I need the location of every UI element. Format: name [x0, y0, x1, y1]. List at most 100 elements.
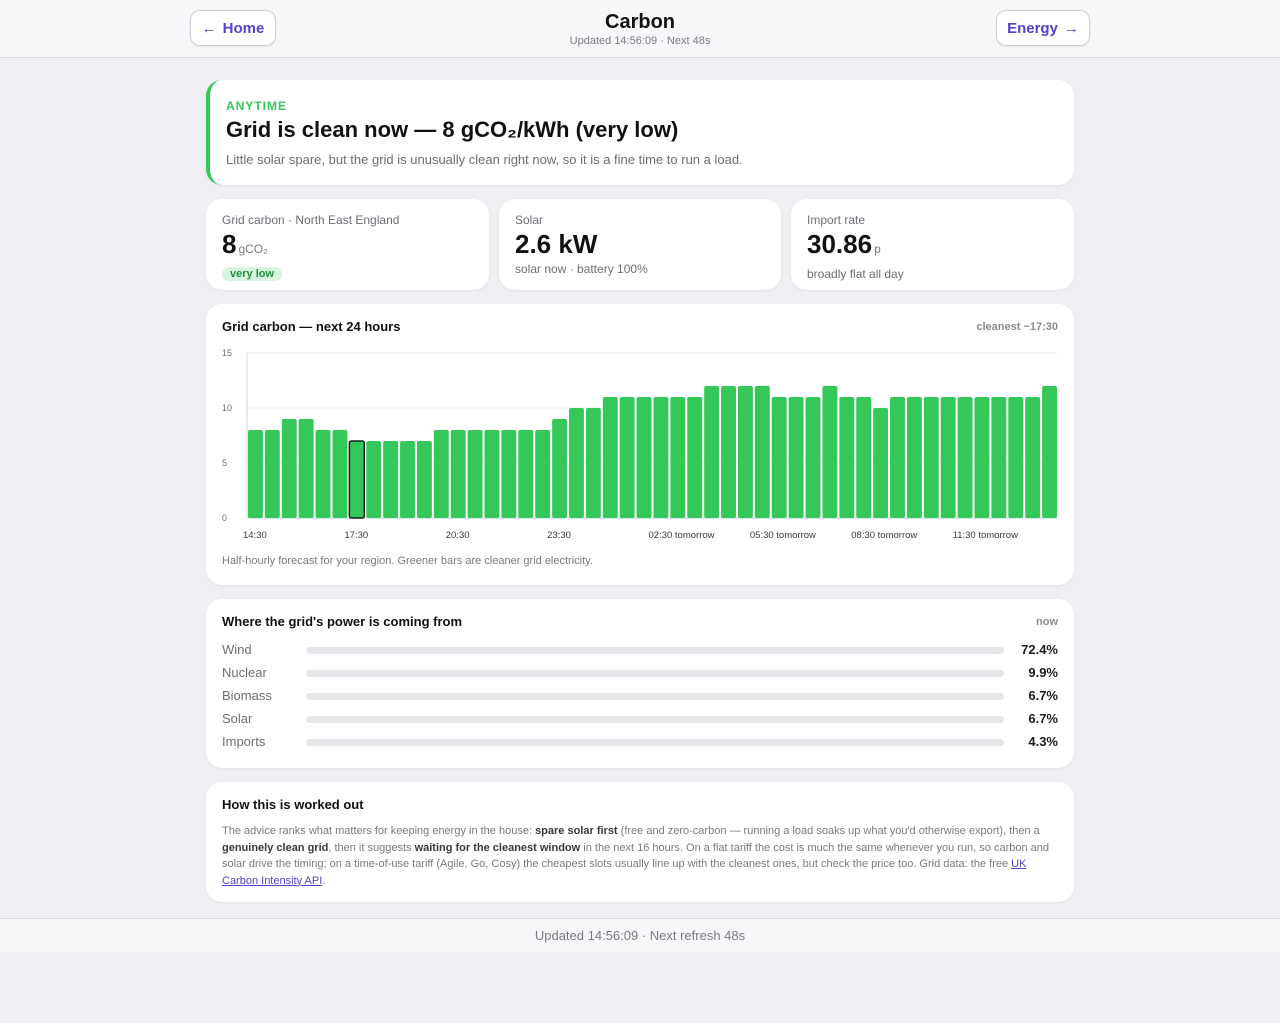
bar	[822, 386, 838, 518]
bar	[433, 430, 449, 518]
bar	[248, 430, 263, 518]
footer-status: Updated 14:56:09 · Next refresh 48s	[0, 918, 1280, 952]
mix-source-name: Biomass	[222, 688, 272, 703]
mix-percent: 6.7%	[1028, 688, 1058, 703]
bar-current	[348, 440, 366, 519]
energy-button-label: Energy	[1007, 19, 1058, 37]
mix-bar-fill	[306, 670, 376, 677]
mix-bar-fill	[306, 647, 812, 654]
arrow-right-icon: →	[1063, 19, 1079, 37]
chart-note: Half-hourly forecast for your region. Gr…	[222, 555, 593, 567]
bar	[906, 397, 922, 518]
mix-row-biomass: Biomass 6.7%	[222, 688, 1058, 704]
home-button-label: Home	[222, 19, 265, 37]
method-text-part: .	[322, 874, 326, 887]
solar-value: 2.6 kW	[515, 229, 598, 259]
carbon-forecast-card: Grid carbon — next 24 hours cleanest ~17…	[206, 304, 1074, 585]
mix-bar-track	[306, 670, 1004, 677]
mix-percent: 6.7%	[1028, 711, 1058, 726]
bar	[298, 419, 314, 518]
solar-card: Solar 2.6 kW solar now · battery 100%	[499, 199, 781, 290]
mix-bar-track	[306, 716, 1004, 723]
method-text-part: The advice ranks what matters for keepin…	[222, 825, 536, 837]
energy-button[interactable]: Energy →	[996, 10, 1090, 46]
mix-percent: 4.3%	[1028, 734, 1058, 749]
import-rate-value-row: 30.86 p	[807, 229, 1058, 264]
bar	[552, 419, 568, 518]
x-tick-label: 23:30	[547, 530, 571, 541]
chart-title: Grid carbon — next 24 hours	[222, 319, 401, 334]
x-tick-label: 08:30 tomorrow	[851, 530, 917, 541]
mix-title: Where the grid's power is coming from	[222, 614, 463, 629]
mix-source-name: Wind	[222, 642, 252, 657]
bar	[281, 419, 297, 518]
grid-carbon-value: 8	[222, 229, 237, 259]
method-emphasis-grid: genuinely clean grid	[222, 841, 329, 854]
x-tick-label: 02:30 tomorrow	[649, 530, 715, 541]
carbon-level-badge: very low	[222, 267, 283, 281]
grid-carbon-unit: gCO₂	[238, 242, 268, 256]
bar	[619, 397, 635, 518]
bar	[366, 441, 382, 518]
grid-carbon-card: Grid carbon · North East England 8 gCO₂ v…	[206, 199, 489, 290]
bar	[856, 397, 872, 518]
bar	[721, 386, 736, 518]
bar	[602, 397, 618, 518]
grid-carbon-label: Grid carbon · North East England	[222, 213, 400, 227]
bar	[1042, 386, 1057, 518]
bar	[670, 397, 686, 518]
solar-sub: solar now · battery 100%	[515, 262, 648, 276]
mix-bar-track	[306, 739, 1004, 746]
mix-bar-track	[306, 647, 1004, 654]
mix-row-solar: Solar 6.7%	[222, 711, 1058, 727]
bar	[805, 397, 821, 518]
bar	[636, 397, 652, 518]
carbon-forecast-chart: 15 10 5 0 14:30 17:30 20:30 23:30 02:30 tomorrow…	[222, 348, 1058, 541]
y-tick-label: 5	[222, 458, 227, 468]
x-tick-label: 20:30	[446, 530, 470, 541]
bar	[1008, 397, 1024, 518]
mix-percent: 72.4%	[1021, 642, 1058, 657]
bar	[737, 386, 753, 518]
home-button[interactable]: ← Home	[190, 10, 276, 46]
y-tick-label: 15	[222, 348, 232, 358]
bar	[873, 408, 889, 518]
x-tick-label: 14:30	[243, 530, 267, 541]
bar	[890, 397, 905, 518]
import-rate-card: Import rate 30.86 p broadly flat all day	[791, 199, 1074, 290]
bar	[585, 408, 601, 518]
bar	[400, 441, 415, 518]
y-tick-label: 0	[222, 513, 227, 523]
advice-headline: Grid is clean now — 8 gCO₂/kWh (very low…	[226, 117, 679, 142]
carbon-api-link[interactable]: UK Carbon Intensity API	[222, 858, 1027, 887]
mix-tag: now	[1036, 616, 1058, 628]
bar	[450, 430, 466, 518]
bar	[484, 430, 500, 518]
bar	[416, 441, 432, 518]
bar	[518, 430, 534, 518]
x-tick-label: 17:30	[344, 530, 368, 541]
bar	[923, 397, 939, 518]
mix-bar-fill	[306, 693, 353, 700]
mix-source-name: Nuclear	[222, 665, 267, 680]
bar	[771, 397, 787, 518]
page-subtitle: Updated 14:56:09 · Next 48s	[569, 35, 711, 47]
import-rate-value: 30.86	[807, 229, 873, 259]
import-rate-sub: broadly flat all day	[807, 267, 904, 281]
arrow-left-icon: ←	[201, 19, 217, 37]
method-text-part: in the next 16 hours. On a flat tariff t…	[222, 841, 1049, 871]
mix-row-nuclear: Nuclear 9.9%	[222, 665, 1058, 681]
advice-kicker: ANYTIME	[226, 99, 287, 113]
x-tick-label: 05:30 tomorrow	[750, 530, 816, 541]
top-bar: ← Home Carbon Updated 14:56:09 · Next 48…	[0, 0, 1280, 58]
method-text-part: , then it suggests	[328, 841, 415, 854]
generation-mix-card: Where the grid's power is coming from no…	[206, 599, 1074, 768]
mix-bar-fill	[306, 716, 353, 723]
bar	[264, 430, 280, 518]
cleanest-time-tag: cleanest ~17:30	[976, 321, 1058, 333]
import-rate-unit: p	[874, 242, 881, 256]
solar-label: Solar	[515, 213, 544, 227]
mix-row-wind: Wind 72.4%	[222, 642, 1058, 658]
bar	[957, 397, 973, 518]
method-card: How this is worked out The advice ranks …	[206, 782, 1074, 902]
